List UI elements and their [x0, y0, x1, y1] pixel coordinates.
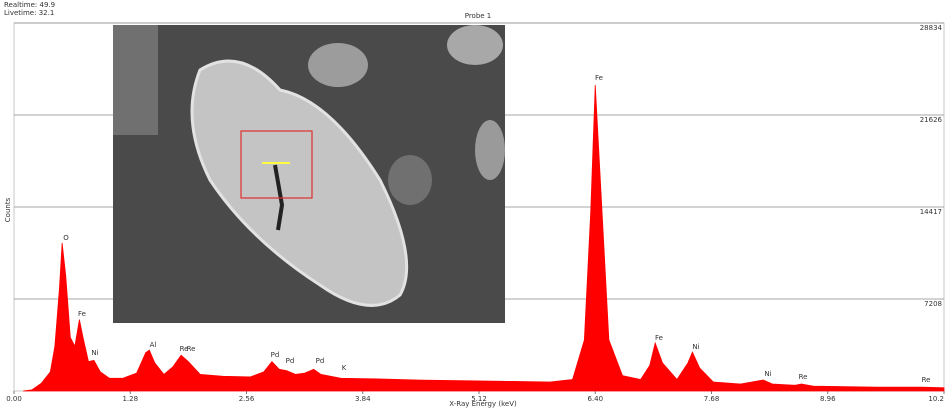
- peak-label: Ni: [91, 349, 98, 357]
- x-tick-label: 10.2: [928, 395, 944, 403]
- peak-label: Ni: [692, 343, 699, 351]
- peak-label: Al: [150, 341, 157, 349]
- peak-label: Re: [799, 373, 808, 381]
- x-tick-label: 5.12: [471, 395, 487, 403]
- x-tick-label: 1.28: [122, 395, 138, 403]
- image-particle: [308, 43, 368, 87]
- chart: Realtime: 49.9 Livetime: 32.1 Probe 1 Co…: [0, 0, 951, 409]
- x-tick-label: 3.84: [355, 395, 371, 403]
- y-axis-label: Counts: [4, 197, 12, 222]
- x-tick-label: 6.40: [587, 395, 603, 403]
- peak-label: Pd: [271, 351, 280, 359]
- x-tick-label: 0.00: [6, 395, 22, 403]
- livetime: Livetime: 32.1: [4, 9, 54, 17]
- image-region: [113, 25, 158, 135]
- peak-label: Ni: [764, 370, 771, 378]
- peak-label: O: [63, 234, 69, 242]
- x-tick-label: 8.96: [820, 395, 836, 403]
- image-particle: [475, 120, 505, 180]
- peak-label: Re: [922, 376, 931, 384]
- peak-label: Pd: [316, 357, 325, 365]
- sem-image: [113, 25, 505, 323]
- x-tick-label: 2.56: [239, 395, 255, 403]
- probe-title: Probe 1: [465, 12, 492, 20]
- peak-label: K: [342, 364, 347, 372]
- realtime: Realtime: 49.9: [4, 1, 55, 9]
- image-particle: [447, 25, 503, 65]
- peak-label: Fe: [78, 310, 86, 318]
- y-tick-label: 28834: [920, 24, 943, 32]
- y-tick-label: 21626: [920, 116, 943, 124]
- peak-label: Pd: [286, 357, 295, 365]
- peak-label: Fe: [655, 334, 663, 342]
- image-particle: [388, 155, 432, 205]
- x-tick-label: 7.68: [704, 395, 720, 403]
- y-tick-label: 7208: [924, 300, 942, 308]
- peak-label: Re: [187, 345, 196, 353]
- y-tick-label: 14417: [920, 208, 942, 216]
- peak-label: Fe: [595, 74, 603, 82]
